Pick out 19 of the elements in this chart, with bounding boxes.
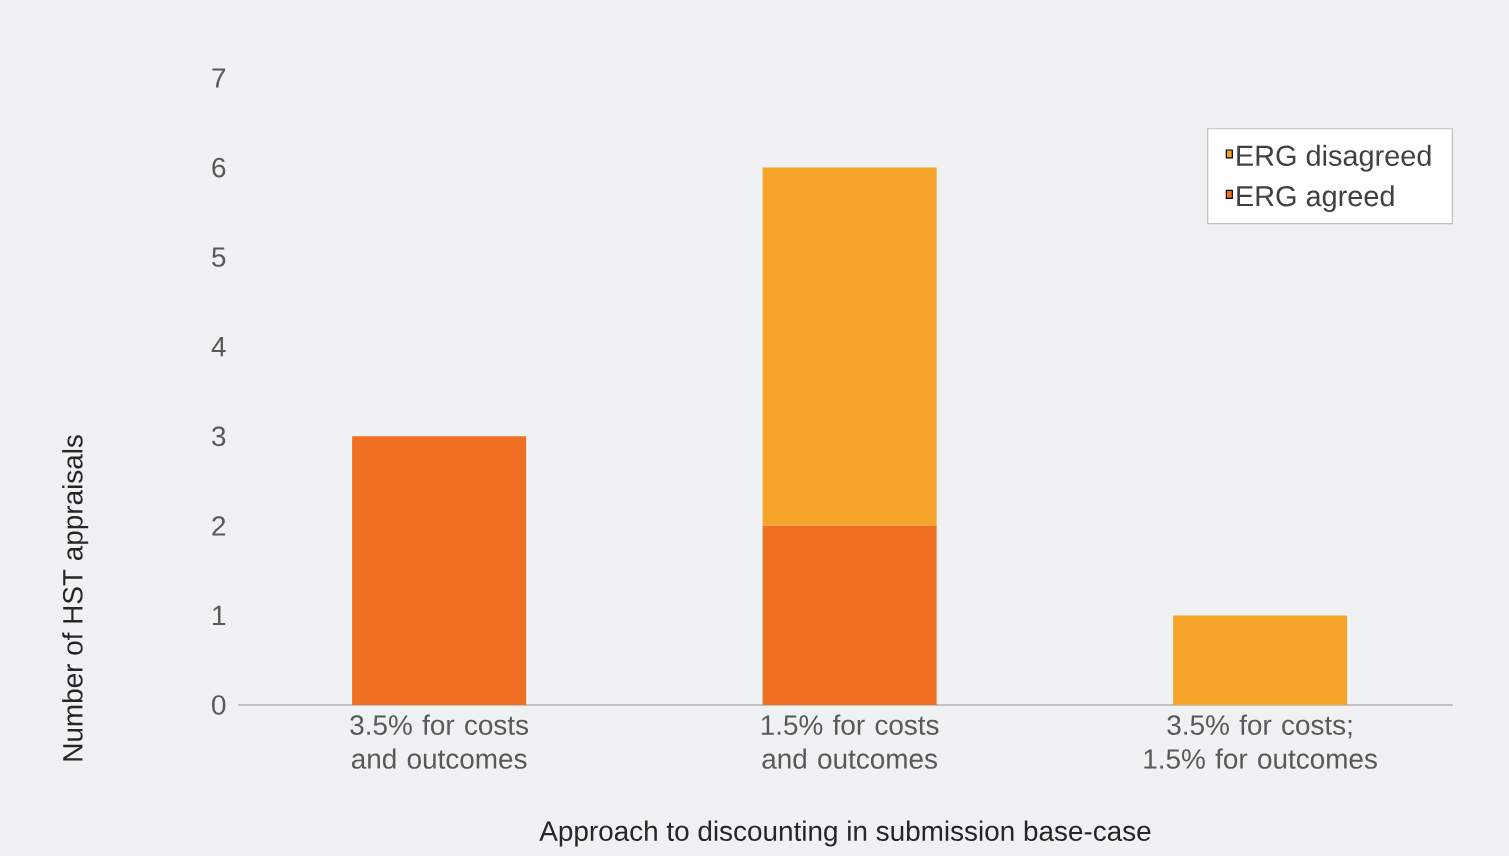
bar: [352, 436, 527, 705]
bar: [762, 525, 937, 705]
x-axis-title: Approach to discounting in submission base-case: [539, 820, 1151, 847]
y-tick-label: 4: [211, 337, 226, 357]
legend-label: ERG agreed: [1237, 185, 1394, 213]
y-tick-label: 6: [212, 157, 226, 178]
y-tick-label: 2: [212, 516, 226, 536]
bar: [762, 167, 937, 526]
x-tick-label: 3.5% for costs; 1.5% for outcomes: [1144, 714, 1377, 769]
x-tick-label: 1.5% for costs and outcomes: [761, 714, 939, 769]
y-tick-label: 7: [212, 68, 226, 88]
y-axis-title: Number of HST appraisals: [62, 435, 89, 761]
legend-label: ERG disagreed: [1237, 144, 1431, 172]
y-tick-label: 0: [212, 695, 226, 715]
y-tick-label: 1: [213, 605, 226, 626]
x-tick-label: 3.5% for costs and outcomes: [350, 714, 529, 769]
bar: [1173, 615, 1348, 705]
y-tick-label: 3: [212, 426, 226, 447]
y-tick-label: 5: [212, 247, 226, 267]
